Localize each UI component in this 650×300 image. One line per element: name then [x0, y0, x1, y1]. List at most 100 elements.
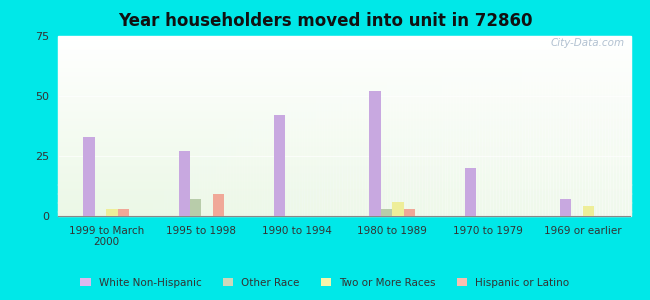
Bar [58, 56, 630, 57]
Bar [422, 36, 424, 216]
Bar [81, 36, 84, 216]
Bar [58, 62, 630, 63]
Text: Year householders moved into unit in 72860: Year householders moved into unit in 728… [118, 12, 532, 30]
Bar [58, 195, 630, 196]
Bar [176, 36, 179, 216]
Bar [350, 36, 353, 216]
Bar [433, 36, 436, 216]
Bar [614, 36, 616, 216]
Bar [267, 36, 270, 216]
Bar [204, 36, 207, 216]
Bar [58, 184, 630, 185]
Bar [58, 36, 61, 216]
Bar [265, 36, 267, 216]
Bar [453, 36, 456, 216]
Bar [58, 144, 630, 145]
Bar [144, 36, 147, 216]
Bar [58, 63, 630, 64]
Bar [58, 96, 630, 97]
Bar [58, 99, 630, 100]
Bar [459, 36, 462, 216]
Bar [373, 36, 376, 216]
Bar [428, 36, 430, 216]
Bar [142, 36, 144, 216]
Bar [58, 80, 630, 81]
Bar [58, 159, 630, 160]
Bar [551, 36, 553, 216]
Bar [399, 36, 402, 216]
Bar [173, 36, 176, 216]
Bar [310, 36, 313, 216]
Bar [402, 36, 404, 216]
Bar [58, 165, 630, 166]
Bar [224, 36, 227, 216]
Bar [58, 84, 630, 85]
Bar [281, 36, 285, 216]
Bar [58, 67, 630, 68]
Bar [58, 134, 630, 135]
Bar [58, 107, 630, 108]
Bar [202, 36, 204, 216]
Bar [58, 94, 630, 95]
Bar [58, 50, 630, 51]
Bar [579, 36, 582, 216]
Bar [58, 44, 630, 45]
Bar [233, 36, 236, 216]
Bar [58, 93, 630, 94]
Bar [58, 49, 630, 50]
Bar [296, 36, 299, 216]
Bar [58, 209, 630, 210]
Bar [64, 36, 67, 216]
Bar [58, 55, 630, 56]
Bar [58, 215, 630, 216]
Bar [58, 138, 630, 139]
Bar [344, 36, 347, 216]
Bar [58, 119, 630, 120]
Bar [73, 36, 75, 216]
Bar [58, 128, 630, 129]
Bar [256, 36, 259, 216]
Bar [107, 36, 110, 216]
Bar [304, 36, 307, 216]
Bar [58, 186, 630, 187]
Bar [118, 36, 122, 216]
Bar [58, 98, 630, 99]
Bar [58, 177, 630, 178]
Bar [58, 121, 630, 122]
Bar [628, 36, 630, 216]
Bar [58, 71, 630, 72]
Bar [227, 36, 230, 216]
Bar [58, 188, 630, 189]
Bar [58, 108, 630, 109]
Bar [313, 36, 316, 216]
Bar [285, 36, 287, 216]
Bar [58, 145, 630, 146]
Bar [559, 36, 562, 216]
Bar [533, 36, 536, 216]
Bar [324, 36, 328, 216]
Bar [58, 123, 630, 124]
Bar [181, 36, 185, 216]
Bar [58, 58, 630, 59]
Bar [239, 36, 242, 216]
Bar [583, 206, 594, 216]
Bar [419, 36, 422, 216]
Bar [58, 72, 630, 73]
Bar [499, 36, 502, 216]
Bar [250, 36, 253, 216]
Bar [58, 213, 630, 214]
Bar [479, 36, 482, 216]
Bar [190, 199, 202, 216]
Bar [58, 158, 630, 159]
Bar [293, 36, 296, 216]
Bar [58, 41, 630, 42]
Bar [416, 36, 419, 216]
Bar [133, 36, 136, 216]
Bar [150, 36, 153, 216]
Bar [58, 131, 630, 132]
Bar [58, 95, 630, 96]
Bar [96, 36, 99, 216]
Bar [413, 36, 416, 216]
Bar [58, 154, 630, 155]
Bar [382, 36, 385, 216]
